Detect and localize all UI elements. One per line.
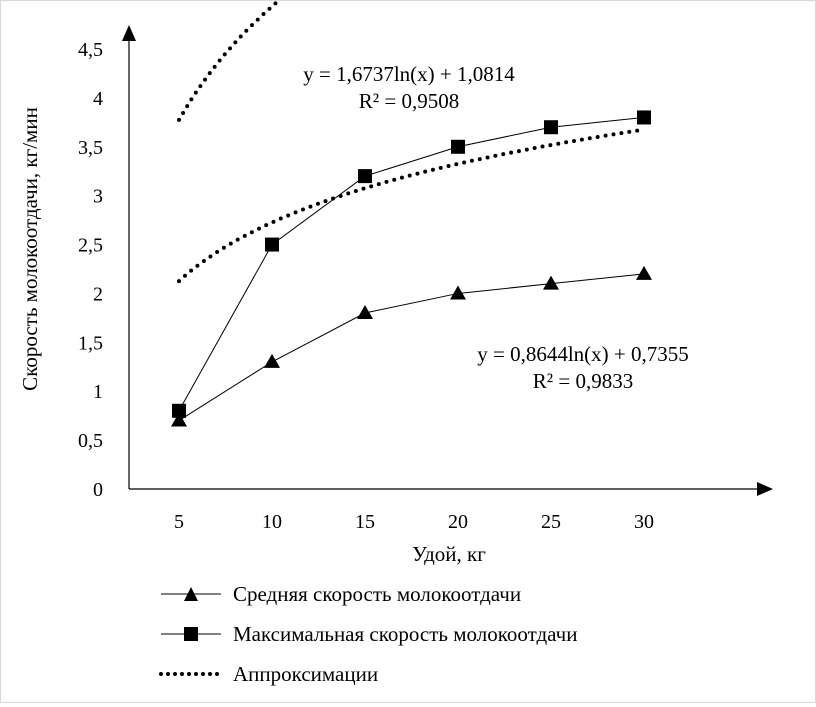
legend-label-maximum: Максимальная скорость молокоотдачи — [233, 622, 577, 646]
data-point-maximum — [637, 110, 651, 125]
y-tick-label: 1 — [93, 381, 103, 403]
approximation-curve-avg — [177, 127, 646, 284]
x-tick-label: 25 — [541, 511, 561, 533]
legend-label-average: Средняя скорость молокоотдачи — [233, 582, 521, 606]
legend-item-maximum: Максимальная скорость молокоотдачи — [161, 622, 577, 646]
data-point-maximum — [451, 139, 465, 154]
y-tick-label: 4,5 — [78, 39, 103, 61]
data-point-maximum — [358, 169, 372, 184]
data-point-average — [171, 412, 187, 427]
data-point-maximum — [265, 237, 279, 252]
x-tick-label: 30 — [634, 511, 654, 533]
data-point-average — [264, 353, 280, 368]
x-axis-arrow-icon — [757, 482, 773, 496]
y-tick-label: 0,5 — [78, 430, 103, 452]
legend-item-approximation: Аппроксимации — [159, 662, 378, 686]
r2-avg: R² = 0,9833 — [533, 369, 633, 393]
series-line-maximum — [178, 116, 645, 412]
y-tick-label: 3,5 — [78, 137, 103, 159]
x-tick-label: 5 — [174, 511, 184, 533]
x-tick-label: 20 — [448, 511, 468, 533]
equation-avg: y = 0,8644ln(x) + 0,7355 — [477, 342, 689, 366]
series-line-average — [178, 273, 645, 421]
y-axis-arrow-icon — [122, 25, 136, 41]
triangle-marker-icon — [184, 587, 198, 601]
square-marker-icon — [184, 627, 198, 641]
data-series — [171, 110, 652, 427]
y-axis-title: Скорость молокоотдачи, кг/мин — [18, 107, 42, 391]
data-point-average — [357, 305, 373, 319]
y-tick-label: 1,5 — [78, 332, 103, 354]
axes — [122, 25, 773, 496]
approximation-curves — [177, 0, 646, 284]
y-tick-label: 0 — [93, 479, 103, 501]
x-axis-title: Удой, кг — [412, 542, 486, 566]
data-point-average — [450, 285, 466, 300]
equation-max: y = 1,6737ln(x) + 1,0814 — [303, 62, 515, 86]
legend-item-average: Средняя скорость молокоотдачи — [161, 582, 521, 606]
data-point-average — [636, 265, 652, 280]
y-tick-label: 3 — [93, 186, 103, 208]
legend: Средняя скорость молокоотдачи Максимальн… — [159, 582, 577, 686]
x-tick-label: 15 — [355, 511, 375, 533]
data-point-maximum — [172, 403, 186, 418]
data-point-average — [543, 275, 559, 290]
y-tick-label: 2,5 — [78, 235, 103, 257]
y-tick-label: 2 — [93, 283, 103, 305]
tick-labels: 0 0,5 1 1,5 2 2,5 3 3,5 4 4,5 5 10 15 20 25 30 — [78, 39, 654, 533]
approximation-curve-max — [177, 0, 283, 122]
y-tick-label: 4 — [93, 88, 103, 110]
legend-label-approximation: Аппроксимации — [233, 662, 378, 686]
r2-max: R² = 0,9508 — [359, 89, 459, 113]
x-tick-label: 10 — [262, 511, 282, 533]
data-point-maximum — [544, 120, 558, 135]
